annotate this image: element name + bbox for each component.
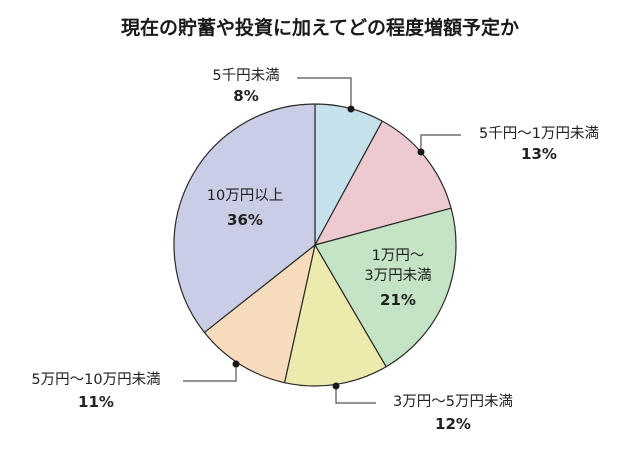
label-percent: 12%	[435, 415, 471, 433]
pie-slice-4	[203, 244, 316, 384]
label-name: 5千円未満	[212, 68, 280, 84]
leader-dots	[232, 105, 425, 390]
label-5k-to-10k: 5千円〜1万円未満 13%	[464, 124, 614, 164]
label-name: 10万円以上	[206, 188, 284, 204]
leader-dot-s3	[332, 382, 340, 390]
label-under-5k: 5千円未満 8%	[196, 66, 296, 106]
label-30k-to-50k: 3万円〜5万円未満 12%	[378, 392, 528, 434]
leader-line-s4	[183, 364, 237, 382]
label-percent: 8%	[233, 87, 259, 105]
label-percent: 11%	[78, 393, 114, 411]
leader-dot-s1	[417, 148, 425, 156]
chart-title: 現在の貯蓄や投資に加えてどの程度増額予定か	[120, 17, 520, 39]
leader-line-s0	[297, 77, 352, 109]
label-name: 3万円〜5万円未満	[393, 394, 513, 410]
label-name-line2: 3万円未満	[364, 268, 432, 284]
label-percent: 21%	[380, 291, 416, 309]
pie-slice-2	[314, 207, 457, 368]
leader-line-s1	[420, 134, 461, 152]
label-50k-to-100k: 5万円〜10万円未満 11%	[16, 370, 176, 412]
label-percent: 13%	[521, 145, 557, 163]
label-name-line1: 1万円〜	[371, 248, 425, 264]
pie-slice-1	[314, 120, 452, 246]
pie-slice-5	[173, 103, 316, 334]
label-percent: 36%	[227, 211, 263, 229]
pie-slices	[173, 103, 457, 387]
leader-dot-s4	[232, 360, 240, 368]
leader-dot-s0	[347, 105, 355, 113]
label-10k-to-30k: 1万円〜 3万円未満 21%	[348, 246, 448, 310]
label-name: 5千円〜1万円未満	[479, 126, 599, 142]
leader-lines	[183, 77, 461, 404]
leader-line-s3	[335, 386, 376, 404]
label-over-100k: 10万円以上 36%	[190, 186, 300, 230]
label-name: 5万円〜10万円未満	[31, 372, 161, 388]
